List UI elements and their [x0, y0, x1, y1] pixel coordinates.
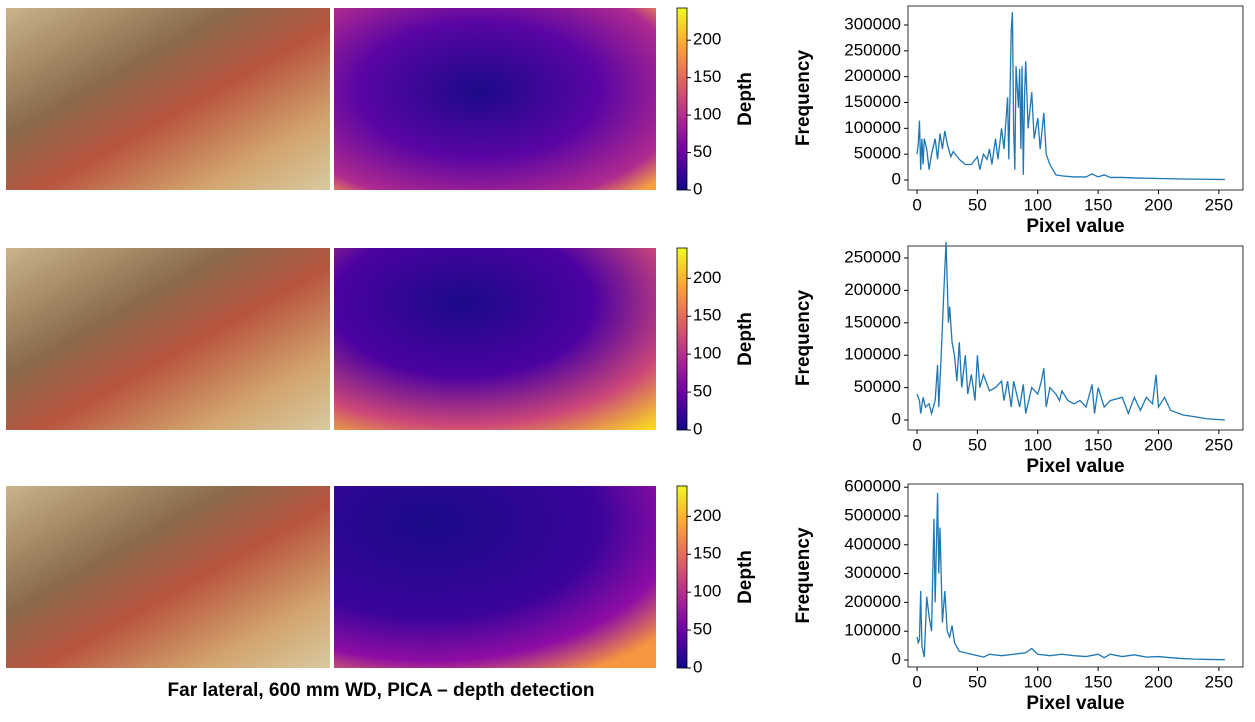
colorbar-tick-label: 200 [693, 268, 721, 287]
y-tick-label: 50000 [854, 144, 901, 163]
y-axis-label: Frequency [793, 50, 814, 147]
x-tick-label: 150 [1084, 672, 1112, 691]
y-tick-label: 200000 [844, 592, 901, 611]
colorbar-tick-label: 0 [693, 419, 702, 438]
x-tick-label: 150 [1084, 435, 1112, 454]
y-tick-label: 400000 [844, 534, 901, 553]
colorbar-tick-label: 150 [693, 67, 721, 86]
y-tick-label: 250000 [844, 40, 901, 59]
colorbar-tick-label: 50 [693, 620, 712, 639]
colorbar [676, 247, 688, 431]
y-tick-label: 300000 [844, 563, 901, 582]
x-tick-label: 50 [968, 672, 987, 691]
colorbar-tick-label: 50 [693, 382, 712, 401]
x-tick-label: 100 [1024, 672, 1052, 691]
x-tick-label: 0 [912, 435, 921, 454]
y-tick-label: 500000 [844, 505, 901, 524]
x-tick-label: 250 [1205, 195, 1233, 214]
caption: Far lateral, 600 mm WD, PICA – depth det… [168, 680, 595, 701]
colorbar-tick-label: 200 [693, 30, 721, 49]
colorbar-label: Depth [735, 72, 756, 126]
y-tick-label: 100000 [844, 345, 901, 364]
x-tick-label: 200 [1144, 672, 1172, 691]
x-tick-label: 50 [968, 435, 987, 454]
y-tick-label: 200000 [844, 66, 901, 85]
histogram-line [916, 12, 1225, 181]
depth-map [334, 8, 656, 190]
histogram-line [916, 492, 1225, 661]
colorbar-label: Depth [735, 550, 756, 604]
photo [6, 8, 330, 190]
y-tick-label: 100000 [844, 621, 901, 640]
y-tick-label: 100000 [844, 118, 901, 137]
y-tick-label: 250000 [844, 247, 901, 266]
colorbar-tick-label: 150 [693, 544, 721, 563]
plot-frame [907, 483, 1244, 668]
colorbar [676, 485, 688, 669]
y-tick-label: 0 [892, 410, 901, 429]
plot-frame [907, 5, 1244, 191]
y-tick-label: 600000 [844, 477, 901, 496]
x-axis-label: Pixel value [1026, 456, 1124, 477]
x-axis-label: Pixel value [1026, 693, 1124, 714]
x-tick-label: 0 [912, 195, 921, 214]
x-tick-label: 200 [1144, 435, 1172, 454]
x-tick-label: 100 [1024, 195, 1052, 214]
y-tick-label: 150000 [844, 312, 901, 331]
photo [6, 486, 330, 668]
x-tick-label: 50 [968, 195, 987, 214]
y-tick-label: 300000 [844, 14, 901, 33]
y-axis-label: Frequency [793, 527, 814, 624]
x-tick-label: 200 [1144, 195, 1172, 214]
colorbar-label: Depth [735, 312, 756, 366]
colorbar-tick-label: 100 [693, 582, 721, 601]
colorbar-tick-label: 100 [693, 105, 721, 124]
y-tick-label: 200000 [844, 280, 901, 299]
histogram-line [916, 241, 1225, 421]
x-tick-label: 100 [1024, 435, 1052, 454]
y-tick-label: 50000 [854, 377, 901, 396]
x-tick-label: 150 [1084, 195, 1112, 214]
depth-map [334, 486, 656, 668]
colorbar [676, 7, 688, 191]
photo [6, 248, 330, 430]
depth-map [334, 248, 656, 430]
colorbar-tick-label: 100 [693, 344, 721, 363]
plot-frame [907, 245, 1244, 431]
x-axis-label: Pixel value [1026, 216, 1124, 237]
y-tick-label: 0 [892, 649, 901, 668]
y-tick-label: 150000 [844, 92, 901, 111]
photos [6, 8, 656, 668]
colorbar-tick-label: 0 [693, 179, 702, 198]
y-tick-label: 0 [892, 170, 901, 189]
y-axis-label: Frequency [793, 290, 814, 387]
colorbar-tick-label: 0 [693, 657, 702, 676]
colorbar-tick-label: 200 [693, 506, 721, 525]
x-tick-label: 250 [1205, 435, 1233, 454]
x-tick-label: 0 [912, 672, 921, 691]
colorbar-tick-label: 150 [693, 306, 721, 325]
colorbar-tick-label: 50 [693, 142, 712, 161]
x-tick-label: 250 [1205, 672, 1233, 691]
